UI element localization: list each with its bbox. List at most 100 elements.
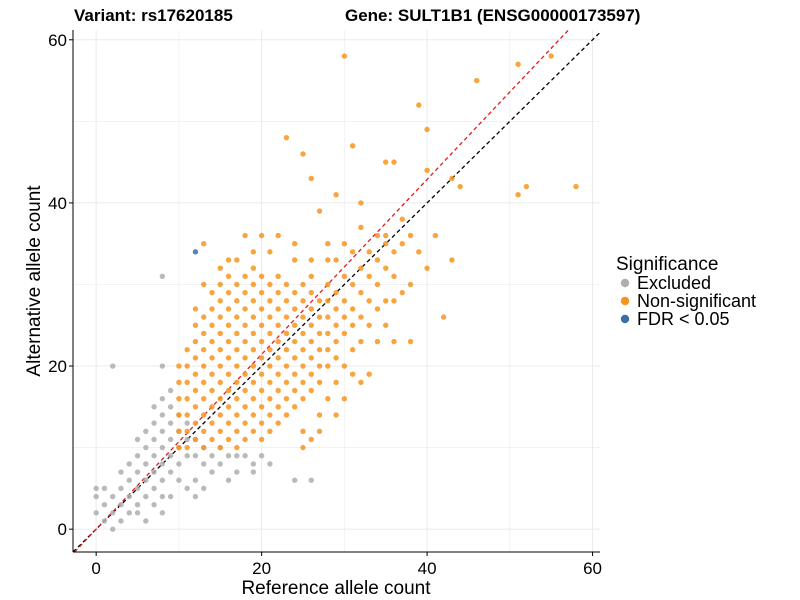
point-excluded bbox=[93, 485, 99, 492]
point-non-significant bbox=[234, 428, 240, 434]
point-non-significant bbox=[209, 436, 215, 443]
point-excluded bbox=[184, 453, 190, 459]
legend-label-excluded: Excluded bbox=[637, 273, 711, 293]
point-excluded bbox=[143, 444, 149, 451]
point-non-significant bbox=[515, 192, 521, 198]
point-non-significant bbox=[225, 404, 232, 410]
point-non-significant bbox=[258, 387, 265, 394]
point-non-significant bbox=[374, 232, 381, 239]
point-non-significant bbox=[209, 387, 215, 394]
point-excluded bbox=[159, 510, 166, 516]
point-excluded bbox=[250, 469, 257, 475]
point-non-significant bbox=[201, 428, 207, 434]
point-non-significant bbox=[242, 404, 248, 410]
point-non-significant bbox=[457, 183, 463, 190]
point-non-significant bbox=[267, 298, 273, 304]
point-non-significant bbox=[341, 298, 348, 304]
point-excluded bbox=[159, 273, 166, 280]
point-non-significant bbox=[300, 298, 306, 304]
point-non-significant bbox=[407, 281, 414, 288]
point-non-significant bbox=[242, 420, 248, 426]
point-non-significant bbox=[449, 257, 455, 263]
point-non-significant bbox=[275, 273, 281, 280]
point-non-significant bbox=[325, 314, 331, 320]
legend: Significance ExcludedNon-significantFDR … bbox=[616, 254, 756, 329]
point-non-significant bbox=[225, 322, 232, 328]
point-non-significant bbox=[316, 363, 323, 369]
point-non-significant bbox=[275, 306, 281, 312]
point-excluded bbox=[209, 469, 215, 475]
point-non-significant bbox=[217, 363, 223, 369]
point-excluded bbox=[234, 453, 240, 459]
point-excluded bbox=[167, 493, 174, 500]
point-non-significant bbox=[316, 208, 323, 214]
point-non-significant bbox=[341, 330, 348, 337]
point-non-significant bbox=[201, 363, 207, 369]
point-non-significant bbox=[300, 379, 306, 386]
point-non-significant bbox=[217, 412, 223, 418]
point-excluded bbox=[308, 477, 314, 483]
point-non-significant bbox=[234, 347, 240, 353]
point-non-significant bbox=[474, 77, 480, 84]
reference-line-identity bbox=[72, 31, 601, 553]
point-excluded bbox=[159, 461, 166, 467]
point-non-significant bbox=[234, 298, 240, 304]
point-excluded bbox=[134, 469, 141, 475]
reference-line-fit bbox=[74, 29, 569, 553]
point-non-significant bbox=[250, 412, 257, 418]
point-non-significant bbox=[225, 257, 232, 263]
point-non-significant bbox=[341, 314, 348, 320]
point-non-significant bbox=[275, 322, 281, 328]
x-tick-label: 0 bbox=[91, 559, 100, 578]
point-non-significant bbox=[316, 428, 323, 434]
point-non-significant bbox=[283, 134, 290, 141]
point-non-significant bbox=[258, 436, 265, 443]
point-non-significant bbox=[275, 232, 281, 239]
point-excluded bbox=[225, 477, 232, 483]
point-non-significant bbox=[201, 240, 207, 247]
point-non-significant bbox=[374, 257, 381, 263]
point-excluded bbox=[201, 485, 207, 492]
point-non-significant bbox=[325, 395, 331, 402]
point-non-significant bbox=[300, 330, 306, 337]
point-non-significant bbox=[258, 338, 265, 345]
point-non-significant bbox=[300, 363, 306, 369]
point-non-significant bbox=[383, 159, 389, 165]
point-non-significant bbox=[184, 379, 190, 386]
point-excluded bbox=[184, 436, 190, 443]
reference-lines bbox=[72, 29, 601, 553]
point-non-significant bbox=[217, 347, 223, 353]
point-non-significant bbox=[242, 322, 248, 328]
point-non-significant bbox=[184, 428, 190, 434]
point-excluded bbox=[292, 477, 298, 483]
point-non-significant bbox=[349, 306, 356, 312]
point-non-significant bbox=[283, 330, 290, 337]
point-excluded bbox=[110, 363, 116, 369]
y-tick-label: 20 bbox=[48, 357, 67, 376]
point-non-significant bbox=[349, 249, 356, 255]
point-excluded bbox=[267, 461, 273, 467]
point-non-significant bbox=[250, 363, 257, 369]
point-non-significant bbox=[225, 306, 232, 312]
point-excluded bbox=[143, 477, 149, 483]
point-excluded bbox=[151, 469, 157, 475]
point-non-significant bbox=[192, 371, 199, 377]
point-excluded bbox=[258, 453, 265, 459]
point-non-significant bbox=[424, 265, 430, 271]
point-non-significant bbox=[316, 347, 323, 353]
point-non-significant bbox=[333, 379, 339, 386]
point-non-significant bbox=[449, 175, 455, 182]
point-non-significant bbox=[250, 281, 257, 288]
point-non-significant bbox=[308, 387, 314, 394]
point-non-significant bbox=[275, 420, 281, 426]
point-non-significant bbox=[308, 306, 314, 312]
point-non-significant bbox=[201, 314, 207, 320]
point-non-significant bbox=[283, 281, 290, 288]
point-non-significant bbox=[300, 281, 306, 288]
x-tick-label: 40 bbox=[418, 559, 437, 578]
point-excluded bbox=[192, 477, 199, 483]
point-non-significant bbox=[416, 249, 422, 255]
point-excluded bbox=[159, 477, 166, 483]
point-non-significant bbox=[242, 371, 248, 377]
point-non-significant bbox=[325, 363, 331, 369]
